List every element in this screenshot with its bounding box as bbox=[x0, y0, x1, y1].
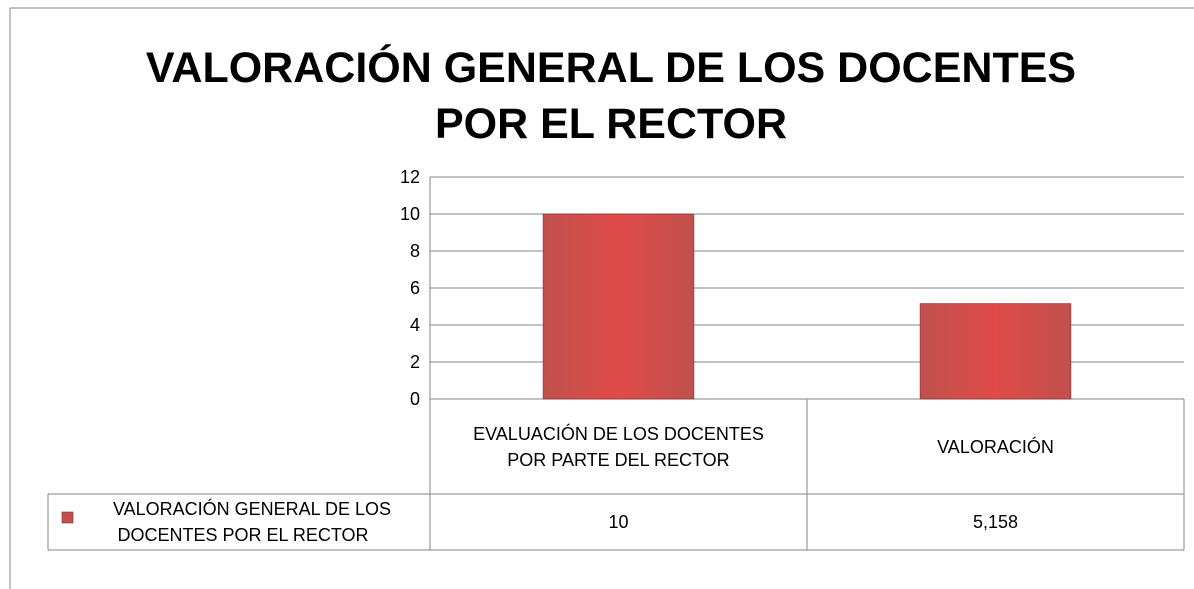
chart-title: VALORACIÓN GENERAL DE LOS DOCENTES POR E… bbox=[145, 44, 1077, 148]
y-tick-label: 4 bbox=[409, 315, 420, 335]
bar bbox=[542, 213, 695, 400]
x-tick-label: VALORACIÓN bbox=[937, 436, 1054, 457]
legend-key bbox=[61, 511, 74, 524]
legend-label: VALORACIÓN GENERAL DE LOS DOCENTES POR E… bbox=[112, 499, 392, 545]
y-tick-label: 12 bbox=[399, 167, 420, 187]
data-label: 5,158 bbox=[972, 512, 1019, 532]
y-tick-label: 2 bbox=[409, 352, 420, 372]
y-tick-label: 6 bbox=[409, 278, 420, 298]
y-tick-label: 10 bbox=[399, 204, 420, 224]
y-tick-label: 0 bbox=[409, 389, 420, 409]
y-tick-label: 8 bbox=[409, 241, 420, 261]
data-label: 10 bbox=[608, 512, 629, 532]
bar bbox=[919, 303, 1072, 400]
x-tick-label: EVALUACIÓN DE LOS DOCENTES POR PARTE DEL… bbox=[473, 423, 764, 470]
